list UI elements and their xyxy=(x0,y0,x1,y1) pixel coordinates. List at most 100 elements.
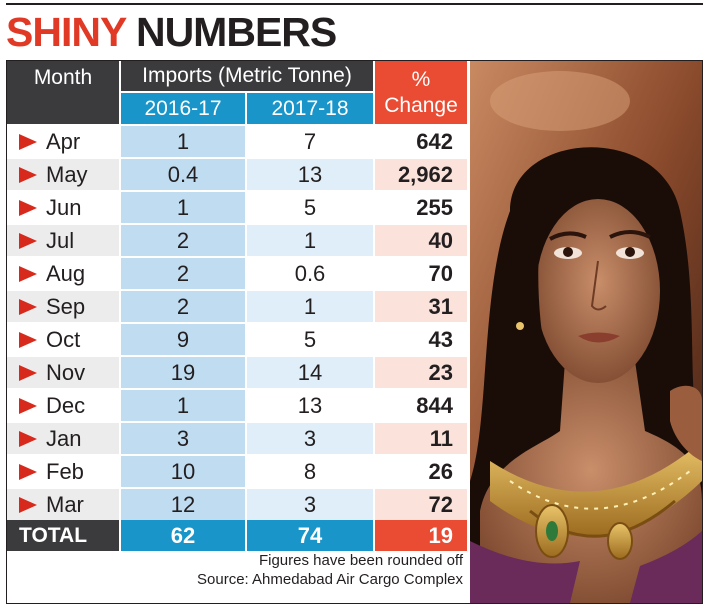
red-arrow-icon xyxy=(19,463,37,480)
rounding-note: Figures have been rounded off xyxy=(258,552,463,569)
red-arrow-icon xyxy=(19,265,37,282)
month-cell-text: Jul xyxy=(46,227,75,253)
value-2017-18-cell: 1 xyxy=(247,291,373,322)
red-arrow-icon xyxy=(19,364,37,381)
percent-change-cell-text: 70 xyxy=(428,260,453,286)
value-2017-18-cell-text: 5 xyxy=(303,194,317,220)
month-cell: Nov xyxy=(7,357,119,388)
month-cell: Aug xyxy=(7,258,119,289)
woman-wearing-gold-necklace-photo xyxy=(470,61,702,603)
month-cell-text: Jan xyxy=(46,425,82,451)
value-2017-18-cell-text: 14 xyxy=(297,359,323,385)
value-2016-17-cell-text: 12 xyxy=(170,491,196,517)
percent-change-cell-text: 40 xyxy=(428,227,453,253)
imports-table: Month Imports (Metric Tonne) 2016-17 201… xyxy=(7,61,467,603)
red-arrow-icon xyxy=(19,397,37,414)
value-2016-17-cell-text: 0.4 xyxy=(167,161,199,187)
percent-change-cell-text: 31 xyxy=(428,293,453,319)
percent-change-cell: 642 xyxy=(375,126,467,157)
total-label: TOTAL xyxy=(7,520,119,551)
value-2016-17-cell: 9 xyxy=(121,324,245,355)
value-2016-17-cell-text: 1 xyxy=(176,128,190,154)
title-word-numbers: NUMBERS xyxy=(135,9,337,55)
red-arrow-icon xyxy=(19,166,37,183)
month-cell: Jun xyxy=(7,192,119,223)
graphic-frame xyxy=(6,60,703,604)
red-arrow-icon xyxy=(19,133,37,150)
month-column-header: Month xyxy=(7,61,119,124)
value-2017-18-cell: 14 xyxy=(247,357,373,388)
value-2016-17-cell: 2 xyxy=(121,225,245,256)
percent-change-cell: 31 xyxy=(375,291,467,322)
value-2017-18-cell: 3 xyxy=(247,489,373,520)
month-cell-text: Sep xyxy=(46,293,86,319)
value-2016-17-cell: 0.4 xyxy=(121,159,245,190)
percent-change-cell-text: 2,962 xyxy=(397,161,453,187)
percent-change-header: % Change xyxy=(375,61,467,124)
month-cell-text: Jun xyxy=(46,194,82,220)
value-2017-18-cell-text: 1 xyxy=(303,227,317,253)
month-cell-text: Feb xyxy=(46,458,84,484)
month-cell: Jul xyxy=(7,225,119,256)
value-2017-18-cell: 7 xyxy=(247,126,373,157)
month-cell-text: Mar xyxy=(46,491,84,517)
month-cell-text: Dec xyxy=(46,392,86,418)
imports-column-header: Imports (Metric Tonne) xyxy=(121,61,373,91)
value-2016-17-cell: 10 xyxy=(121,456,245,487)
value-2017-18-cell-text: 5 xyxy=(303,326,317,352)
percent-change-cell: 23 xyxy=(375,357,467,388)
value-2016-17-cell: 12 xyxy=(121,489,245,520)
value-2017-18-cell-text: 3 xyxy=(303,425,317,451)
month-cell: Jan xyxy=(7,423,119,454)
percent-change-cell: 26 xyxy=(375,456,467,487)
value-2017-18-cell-text: 13 xyxy=(297,392,323,418)
red-arrow-icon xyxy=(19,331,37,348)
value-2017-18-cell: 1 xyxy=(247,225,373,256)
value-2017-18-cell: 8 xyxy=(247,456,373,487)
total-2016-17: 62 xyxy=(121,520,245,551)
month-cell: Oct xyxy=(7,324,119,355)
red-arrow-icon xyxy=(19,199,37,216)
month-cell: Feb xyxy=(7,456,119,487)
percent-change-cell: 72 xyxy=(375,489,467,520)
percent-symbol: % xyxy=(411,67,431,91)
value-2016-17-cell-text: 2 xyxy=(176,227,190,253)
month-cell-text: Apr xyxy=(46,128,81,154)
value-2016-17-cell-text: 9 xyxy=(176,326,190,352)
value-2017-18-cell: 5 xyxy=(247,324,373,355)
value-2017-18-cell-text: 7 xyxy=(303,128,317,154)
value-2016-17-cell-text: 2 xyxy=(176,293,190,319)
percent-change-cell: 43 xyxy=(375,324,467,355)
value-2016-17-cell-text: 1 xyxy=(176,392,190,418)
value-2017-18-cell-text: 1 xyxy=(303,293,317,319)
value-2017-18-cell-text: 3 xyxy=(303,491,317,517)
percent-change-cell: 40 xyxy=(375,225,467,256)
value-2016-17-cell: 3 xyxy=(121,423,245,454)
red-arrow-icon xyxy=(19,430,37,447)
month-cell-text: Oct xyxy=(46,326,81,352)
percent-change-cell: 70 xyxy=(375,258,467,289)
percent-change-cell-text: 642 xyxy=(416,128,453,154)
red-arrow-icon xyxy=(19,496,37,513)
year-2016-17-header: 2016-17 xyxy=(121,93,245,124)
percent-change-cell: 844 xyxy=(375,390,467,421)
value-2017-18-cell: 5 xyxy=(247,192,373,223)
title-word-shiny: SHINY xyxy=(6,9,127,55)
percent-change-cell: 255 xyxy=(375,192,467,223)
value-2017-18-cell-text: 8 xyxy=(303,458,317,484)
month-cell-text: Nov xyxy=(46,359,86,385)
month-cell: Mar xyxy=(7,489,119,520)
percent-change-cell-text: 23 xyxy=(428,359,453,385)
value-2016-17-cell: 2 xyxy=(121,258,245,289)
total-2017-18: 74 xyxy=(247,520,373,551)
percent-change-cell-text: 255 xyxy=(416,194,453,220)
percent-change-cell-text: 11 xyxy=(429,425,453,451)
value-2017-18-cell-text: 13 xyxy=(297,161,323,187)
percent-change-cell-text: 26 xyxy=(428,458,453,484)
total-percent-change: 19 xyxy=(375,520,467,551)
month-cell: Sep xyxy=(7,291,119,322)
month-cell-text: May xyxy=(46,161,88,187)
percent-change-cell-text: 844 xyxy=(416,392,453,418)
value-2017-18-cell: 13 xyxy=(247,390,373,421)
top-rule xyxy=(6,3,703,5)
